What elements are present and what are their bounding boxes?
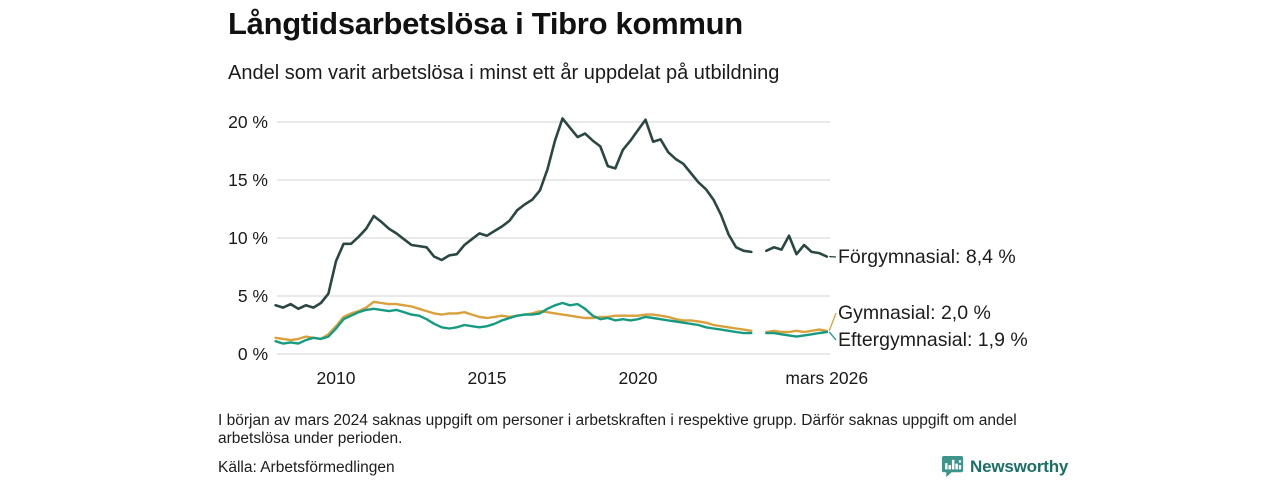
series-label-eftergymnasial: Eftergymnasial: 1,9 % bbox=[838, 329, 1028, 351]
line-chart-plot bbox=[274, 117, 837, 355]
newsworthy-logo-text: Newsworthy bbox=[970, 457, 1069, 476]
gridlines bbox=[277, 121, 830, 355]
series-label-gymnasial: Gymnasial: 2,0 % bbox=[838, 302, 991, 324]
x-tick-label: 2020 bbox=[618, 368, 658, 388]
y-tick-label: 15 % bbox=[228, 170, 268, 190]
page-title: Långtidsarbetslösa i Tibro kommun bbox=[228, 6, 743, 41]
x-tick-label: mars 2026 bbox=[785, 368, 869, 388]
y-tick-label: 20 % bbox=[228, 112, 268, 132]
newsworthy-logo-icon bbox=[941, 455, 964, 478]
newsworthy-branding: Newsworthy bbox=[941, 455, 1068, 479]
series-lines bbox=[274, 117, 829, 345]
x-tick-label: 2015 bbox=[467, 368, 507, 388]
series-label-förgymnasial: Förgymnasial: 8,4 % bbox=[838, 246, 1016, 268]
y-tick-label: 10 % bbox=[228, 228, 268, 248]
label-leader-lines bbox=[828, 255, 837, 341]
series-line-eftergymnasial bbox=[274, 301, 828, 345]
series-line-förgymnasial bbox=[274, 117, 829, 311]
source-label: Källa: Arbetsförmedlingen bbox=[218, 459, 395, 476]
page-subtitle: Andel som varit arbetslösa i minst ett å… bbox=[228, 62, 780, 84]
footnote: I början av mars 2024 saknas uppgift om … bbox=[218, 412, 1017, 447]
y-tick-label: 5 % bbox=[237, 286, 268, 306]
x-tick-label: 2010 bbox=[316, 368, 356, 388]
y-tick-label: 0 % bbox=[237, 344, 268, 364]
